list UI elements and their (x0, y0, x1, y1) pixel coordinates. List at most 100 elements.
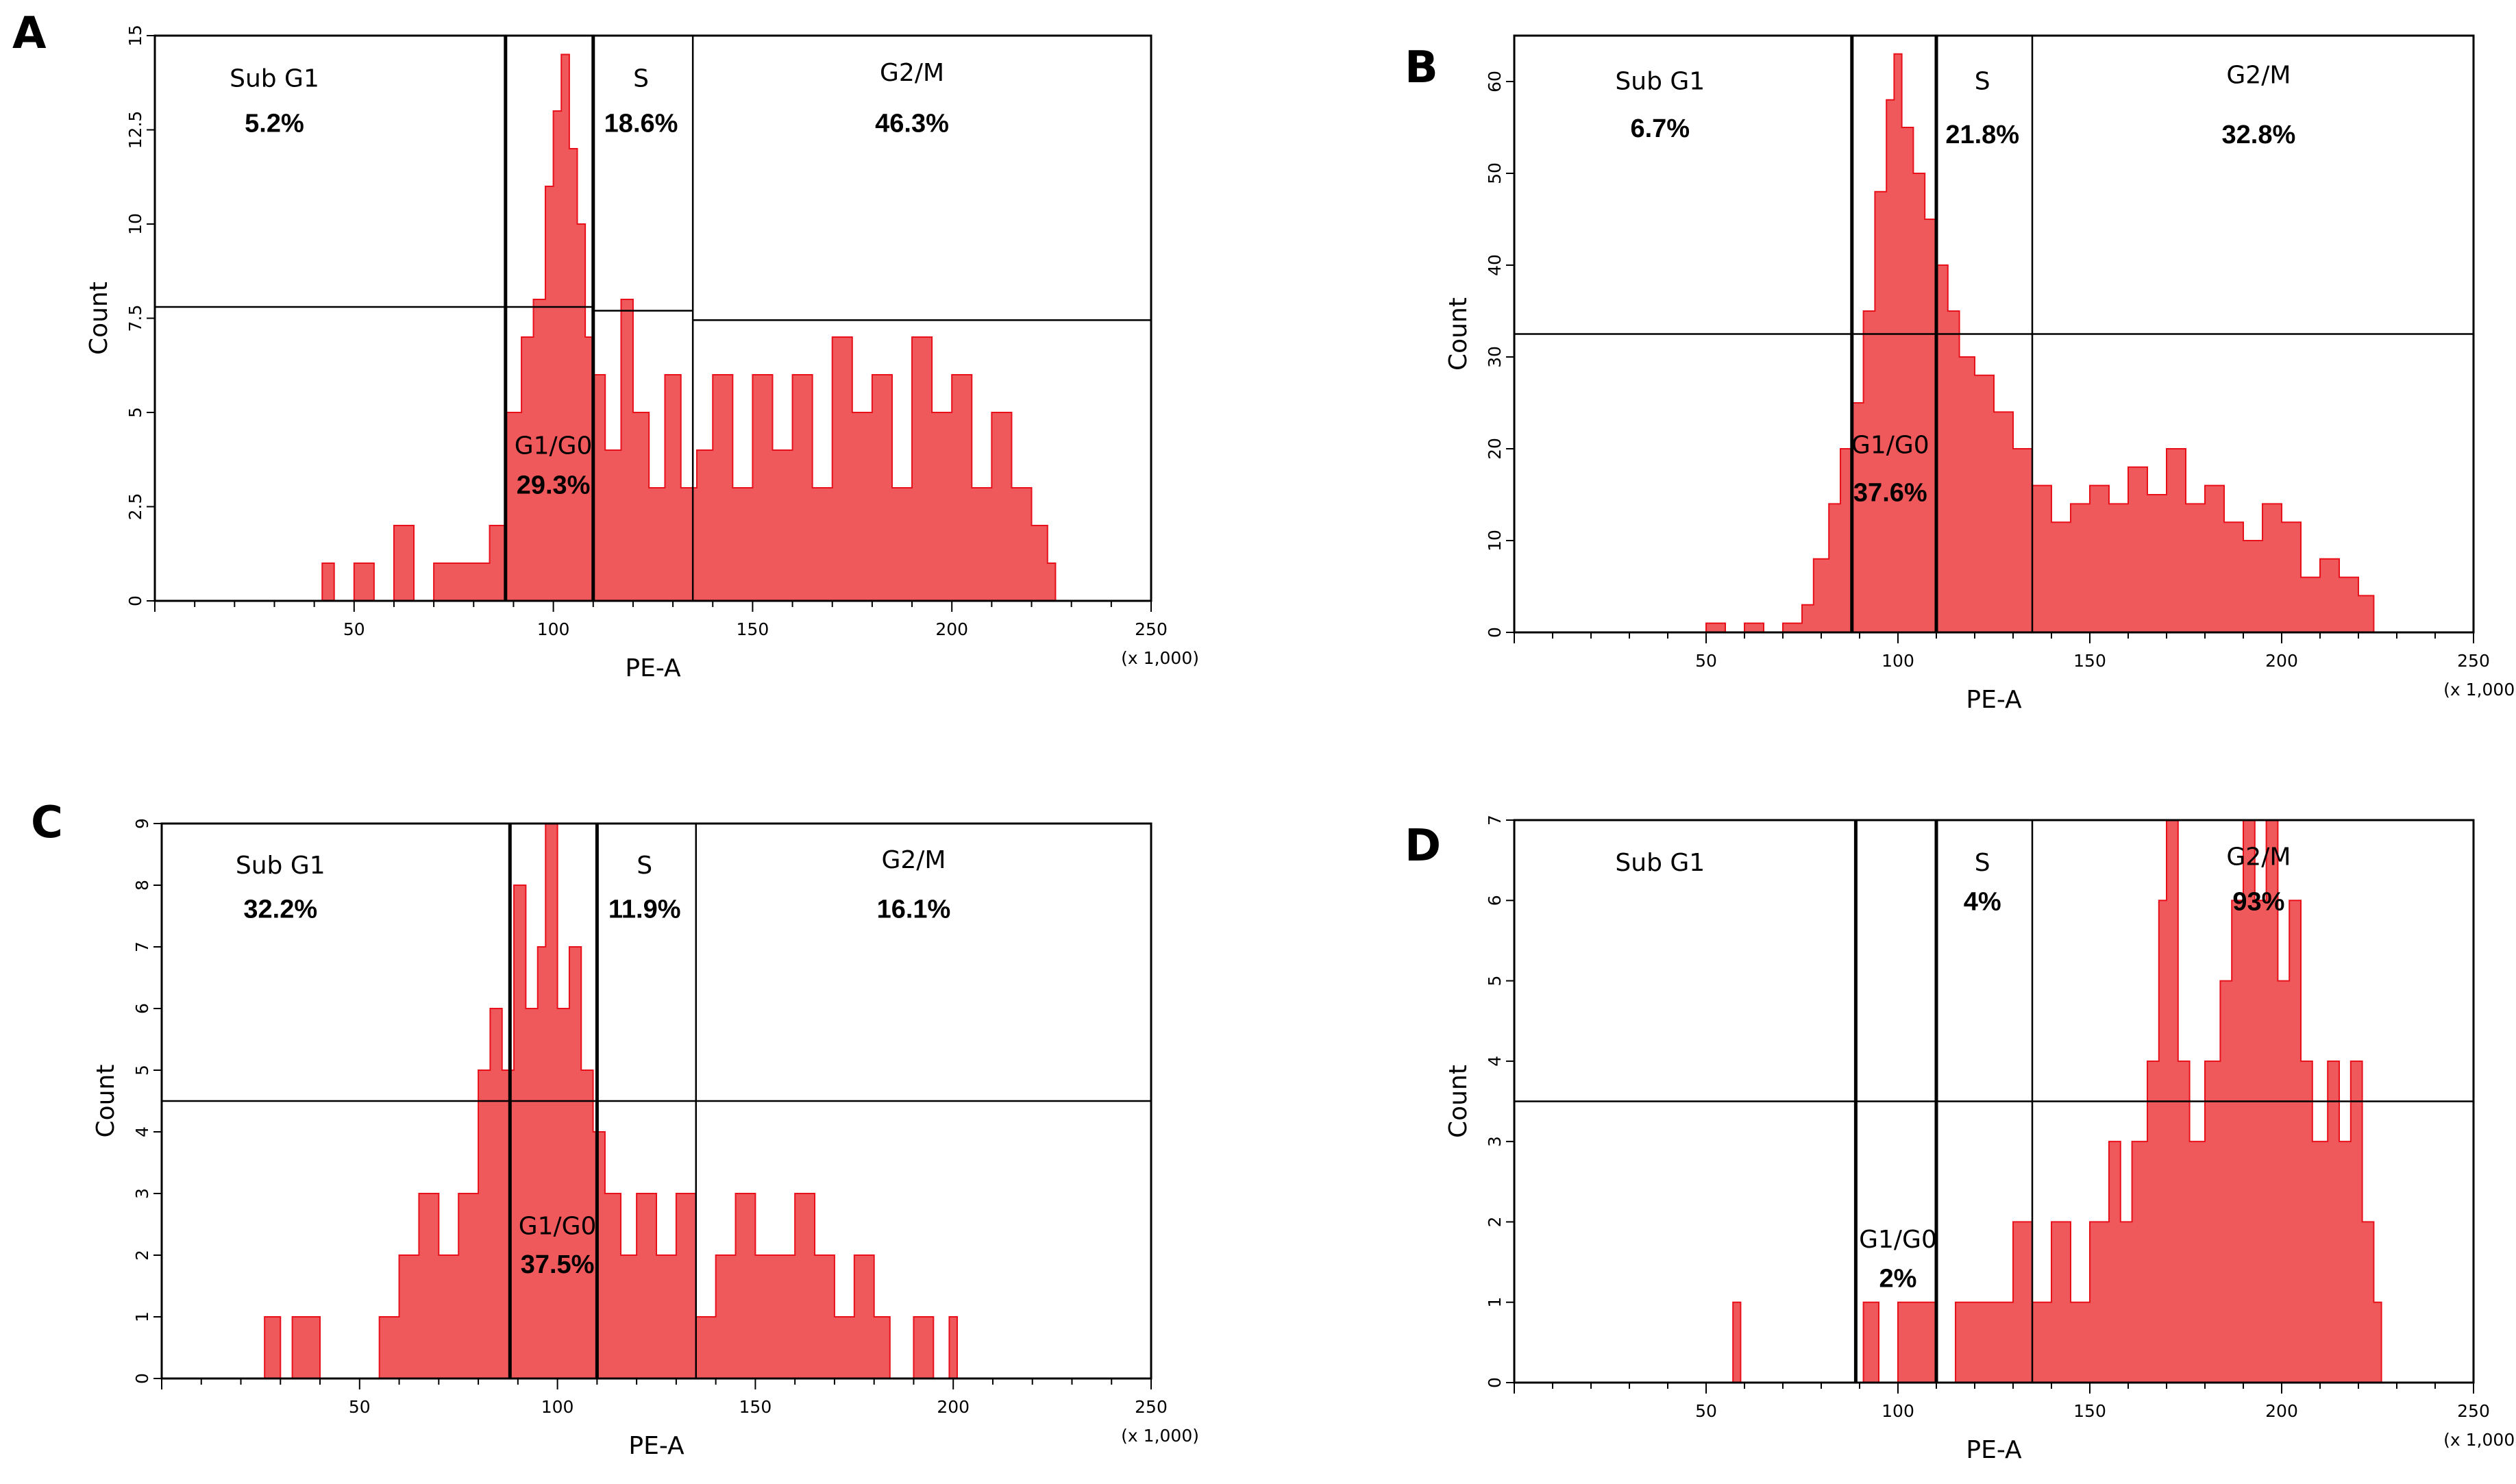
gate-percent-label: 37.5% (521, 1250, 595, 1279)
x-units-label: (x 1,000) (2443, 680, 2516, 700)
x-tick-label: 250 (2457, 1401, 2490, 1421)
gate-percent-label: 93% (2232, 887, 2284, 916)
gate-name-label: Sub G1 (1615, 849, 1705, 877)
panel-a: A 0 2.5 5 7.5 10 12.5 15 50 100 150 200 250 PE-A Count… (12, 8, 1199, 682)
x-tick-label: 100 (1882, 651, 1914, 671)
gate-name-label: G2/M (880, 59, 944, 87)
x-tick-label: 250 (1135, 619, 1168, 639)
y-axis-label: Count (1444, 1065, 1472, 1138)
gate-percent-label: 2% (1879, 1264, 1917, 1293)
panel-b: B 0 10 20 30 40 50 60 50 100 150 200 250 PE-A Count (x … (1405, 34, 2516, 714)
x-tick-label: 200 (937, 1397, 970, 1417)
gate-name-label: G1/G0 (515, 432, 593, 460)
y-tick-label: 9 (132, 818, 152, 829)
y-tick-label: 5 (1485, 976, 1505, 987)
x-tick-label: 150 (739, 1397, 772, 1417)
x-units-label: (x 1,000) (1121, 1426, 1199, 1446)
panel-d: D 0 1 2 3 4 5 6 7 50 100 150 200 250 PE-A Count (x 1,000… (1405, 815, 2516, 1464)
gate-percent-label: 4% (1964, 887, 2001, 916)
y-tick-label: 50 (1485, 162, 1505, 184)
y-tick-label: 2 (132, 1250, 152, 1261)
y-tick-label: 10 (125, 213, 145, 235)
gate-name-label: Sub G1 (1615, 67, 1705, 95)
y-tick-label: 6 (132, 1003, 152, 1014)
y-tick-label: 7 (132, 941, 152, 952)
x-axis-label: PE-A (625, 654, 681, 682)
x-tick-label: 50 (343, 619, 365, 639)
gate-name-label: G1/G0 (519, 1212, 597, 1240)
histogram-area (1705, 53, 2375, 633)
gate-name-label: Sub G1 (236, 852, 325, 880)
y-tick-label: 2.5 (125, 493, 145, 521)
y-tick-label: 15 (125, 25, 145, 47)
gate-name-label: S (637, 852, 652, 880)
y-tick-label: 2 (1485, 1216, 1505, 1227)
y-tick-label: 30 (1485, 346, 1505, 368)
y-tick-label: 10 (1485, 530, 1505, 552)
gate-name-label: G2/M (881, 846, 946, 874)
x-tick-label: 200 (2265, 1401, 2298, 1421)
y-tick-label: 7.5 (125, 305, 145, 332)
gate-percent-label: 29.3% (517, 471, 591, 499)
gate-percent-label: 5.2% (245, 109, 304, 138)
x-tick-label: 250 (1135, 1397, 1168, 1417)
gate-name-label: G1/G0 (1851, 432, 1929, 460)
y-tick-label: 0 (1485, 1377, 1505, 1388)
gate-name-label: G1/G0 (1859, 1226, 1937, 1254)
y-tick-label: 60 (1485, 71, 1505, 92)
gate-name-label: Sub G1 (230, 64, 319, 92)
y-tick-label: 8 (132, 880, 152, 891)
panel-c: C 0 1 2 3 4 5 6 7 8 9 50 100 150 200 250 PE-A Count (x 1,0… (31, 797, 1199, 1460)
gate-percent-label: 18.6% (604, 109, 678, 138)
x-tick-label: 200 (2265, 651, 2298, 671)
histogram-area (264, 823, 958, 1379)
x-tick-label: 200 (935, 619, 968, 639)
y-tick-label: 5 (132, 1065, 152, 1076)
gate-percent-label: 11.9% (608, 895, 681, 924)
x-axis-label: PE-A (1966, 686, 2022, 714)
gate-percent-label: 21.8% (1945, 121, 2019, 149)
x-tick-label: 100 (537, 619, 570, 639)
y-tick-label: 40 (1485, 254, 1505, 276)
y-tick-label: 0 (1485, 627, 1505, 638)
x-tick-label: 100 (1882, 1401, 1914, 1421)
gate-name-label: S (1975, 849, 1990, 877)
gate-percent-label: 32.8% (2222, 121, 2296, 149)
y-tick-label: 20 (1485, 438, 1505, 460)
gate-percent-label: 6.7% (1630, 114, 1690, 143)
y-tick-label: 3 (1485, 1136, 1505, 1147)
x-axis-label: PE-A (1966, 1436, 2022, 1464)
y-tick-label: 12.5 (125, 111, 145, 149)
x-axis-label: PE-A (628, 1432, 684, 1460)
y-axis-label: Count (92, 1065, 120, 1138)
y-tick-label: 5 (125, 407, 145, 418)
y-tick-label: 6 (1485, 895, 1505, 906)
x-tick-label: 50 (349, 1397, 371, 1417)
panel-letter: D (1405, 821, 1441, 871)
gate-name-label: G2/M (2226, 843, 2291, 871)
y-tick-label: 1 (132, 1311, 152, 1322)
x-tick-label: 50 (1695, 1401, 1717, 1421)
y-tick-label: 3 (132, 1188, 152, 1199)
panel-letter: A (12, 8, 47, 59)
x-tick-label: 150 (2073, 1401, 2106, 1421)
y-tick-label: 7 (1485, 815, 1505, 826)
y-tick-label: 4 (1485, 1056, 1505, 1067)
gate-name-label: S (1975, 67, 1990, 95)
y-tick-label: 1 (1485, 1297, 1505, 1308)
gate-name-label: S (633, 64, 649, 92)
gate-percent-label: 37.6% (1853, 478, 1927, 507)
y-axis-label: Count (85, 282, 113, 355)
x-tick-label: 50 (1695, 651, 1717, 671)
panel-letter: C (31, 797, 63, 848)
x-tick-label: 250 (2457, 651, 2490, 671)
y-axis-label: Count (1444, 297, 1472, 371)
x-units-label: (x 1,000) (1121, 648, 1199, 668)
y-tick-label: 4 (132, 1126, 152, 1137)
gate-percent-label: 32.2% (243, 895, 317, 924)
x-tick-label: 100 (541, 1397, 574, 1417)
y-tick-label: 0 (132, 1373, 152, 1384)
gate-name-label: G2/M (2226, 62, 2291, 90)
gate-percent-label: 46.3% (875, 109, 949, 138)
